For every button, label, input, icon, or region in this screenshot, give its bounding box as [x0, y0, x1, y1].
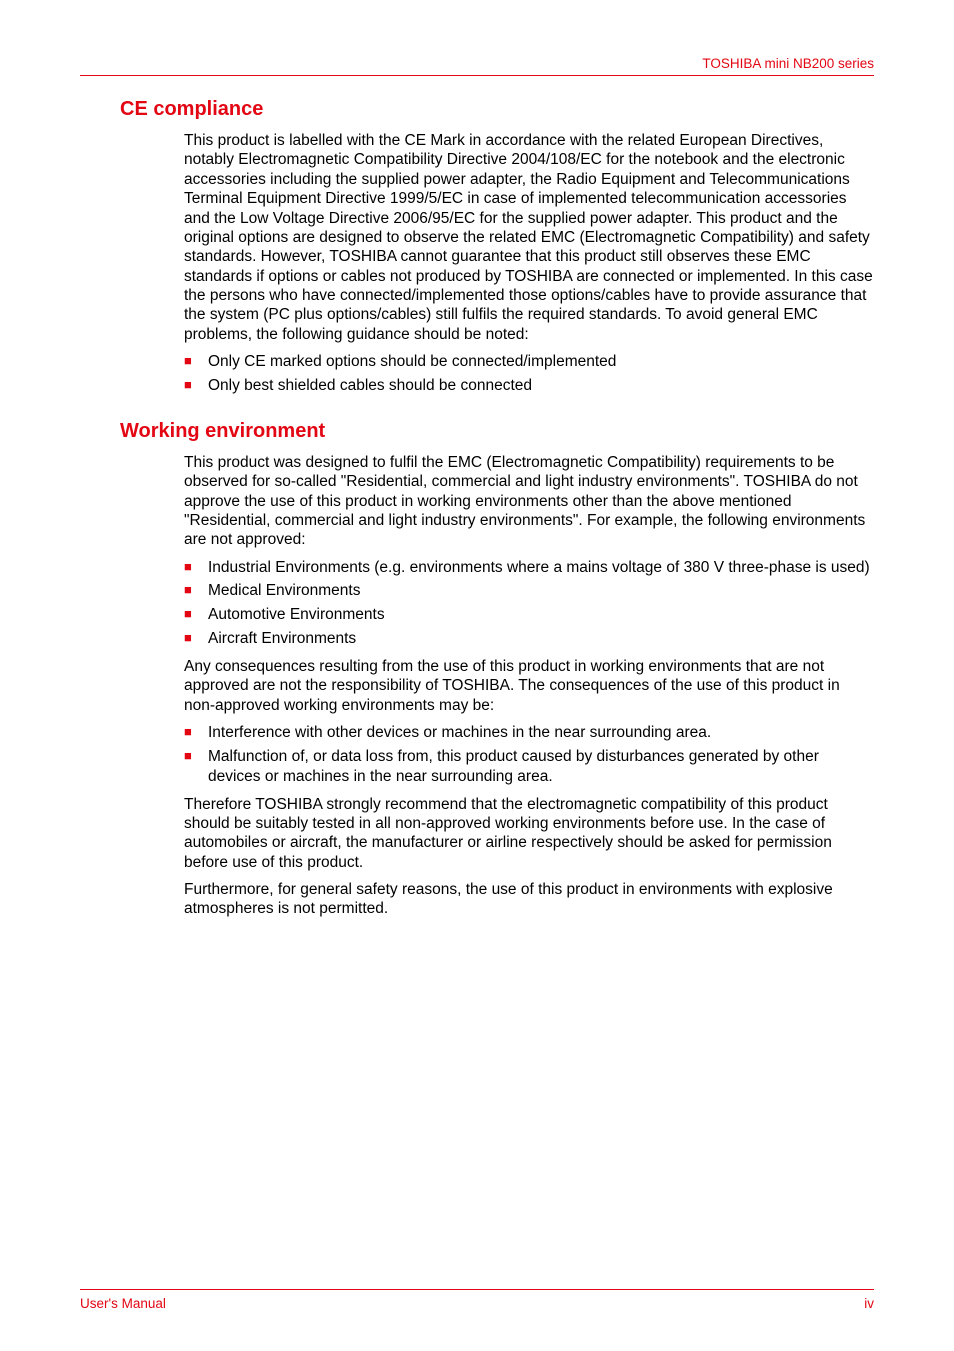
- paragraph: Therefore TOSHIBA strongly recommend tha…: [184, 795, 874, 873]
- list-item: Industrial Environments (e.g. environmen…: [184, 558, 874, 578]
- list-item: Only CE marked options should be connect…: [184, 352, 874, 372]
- footer-page-number: iv: [864, 1296, 874, 1311]
- list-item: Only best shielded cables should be conn…: [184, 376, 874, 396]
- page-header: TOSHIBA mini NB200 series: [80, 56, 874, 76]
- header-product-name: TOSHIBA mini NB200 series: [702, 56, 874, 71]
- page-content: CE compliance This product is labelled w…: [120, 98, 874, 943]
- section-working-environment: Working environment This product was des…: [120, 420, 874, 919]
- page-footer: User's Manual iv: [80, 1289, 874, 1311]
- paragraph: Furthermore, for general safety reasons,…: [184, 880, 874, 919]
- section-body: This product was designed to fulfil the …: [184, 453, 874, 919]
- section-ce-compliance: CE compliance This product is labelled w…: [120, 98, 874, 396]
- paragraph: Any consequences resulting from the use …: [184, 657, 874, 715]
- paragraph: This product was designed to fulfil the …: [184, 453, 874, 550]
- list-item: Malfunction of, or data loss from, this …: [184, 747, 874, 787]
- bullet-list: Only CE marked options should be connect…: [184, 352, 874, 396]
- list-item: Automotive Environments: [184, 605, 874, 625]
- list-item: Medical Environments: [184, 581, 874, 601]
- document-page: TOSHIBA mini NB200 series CE compliance …: [0, 0, 954, 1351]
- list-item: Interference with other devices or machi…: [184, 723, 874, 743]
- heading-ce-compliance: CE compliance: [120, 98, 874, 121]
- bullet-list: Industrial Environments (e.g. environmen…: [184, 558, 874, 649]
- bullet-list: Interference with other devices or machi…: [184, 723, 874, 786]
- paragraph: This product is labelled with the CE Mar…: [184, 131, 874, 344]
- list-item: Aircraft Environments: [184, 629, 874, 649]
- heading-working-environment: Working environment: [120, 420, 874, 443]
- footer-left: User's Manual: [80, 1296, 166, 1311]
- section-body: This product is labelled with the CE Mar…: [184, 131, 874, 396]
